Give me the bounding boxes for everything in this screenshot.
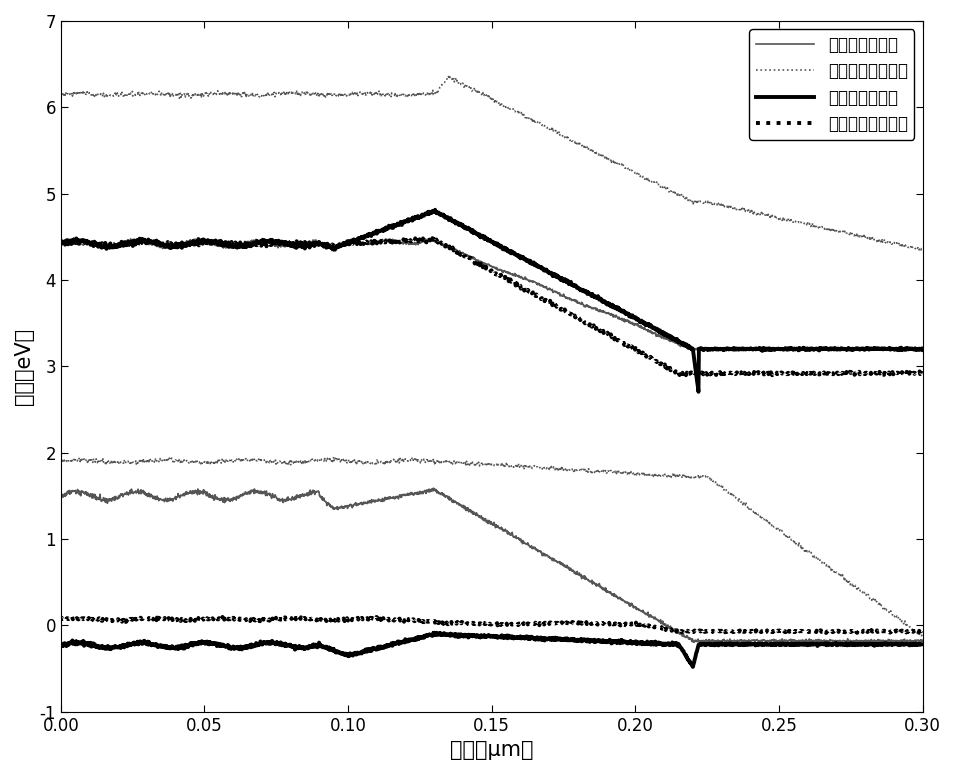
传统结构能带图 — [452, 247, 463, 256]
专利结构费米能级 — [55, 239, 67, 248]
传统结构能带图 — [55, 238, 67, 248]
Line: 专利结构能带图: 专利结构能带图 — [61, 210, 923, 392]
传统结构费米能级 — [443, 72, 455, 81]
专利结构能带图 — [893, 345, 904, 354]
专利结构能带图 — [430, 205, 441, 214]
传统结构费米能级 — [99, 91, 111, 101]
传统结构费米能级 — [55, 90, 67, 99]
Line: 专利结构费米能级: 专利结构费米能级 — [61, 238, 923, 376]
专利结构费米能级 — [734, 368, 746, 378]
专利结构费米能级 — [475, 260, 486, 269]
专利结构能带图 — [734, 344, 746, 354]
专利结构费米能级 — [452, 246, 463, 255]
传统结构费米能级 — [917, 246, 928, 255]
传统结构费米能级 — [892, 240, 903, 249]
传统结构能带图 — [475, 257, 486, 266]
专利结构费米能级 — [99, 240, 111, 249]
专利结构能带图 — [892, 344, 903, 354]
专利结构能带图 — [917, 345, 928, 354]
传统结构费米能级 — [734, 207, 746, 216]
专利结构能带图 — [475, 233, 486, 242]
X-axis label: 位置（μm）: 位置（μm） — [450, 740, 534, 760]
专利结构费米能级 — [893, 368, 904, 378]
Line: 传统结构费米能级: 传统结构费米能级 — [61, 77, 923, 251]
传统结构能带图 — [892, 345, 903, 354]
传统结构能带图 — [881, 346, 892, 355]
传统结构能带图 — [893, 345, 904, 354]
专利结构费米能级 — [917, 368, 928, 378]
传统结构费米能级 — [892, 241, 903, 250]
传统结构能带图 — [68, 233, 79, 242]
专利结构费米能级 — [892, 368, 903, 378]
传统结构费米能级 — [475, 89, 486, 98]
传统结构能带图 — [734, 345, 746, 354]
专利结构费米能级 — [425, 233, 436, 242]
Line: 传统结构能带图: 传统结构能带图 — [61, 238, 923, 351]
专利结构费米能级 — [694, 372, 706, 381]
专利结构能带图 — [55, 239, 67, 248]
专利结构能带图 — [452, 219, 463, 228]
传统结构能带图 — [917, 344, 928, 353]
Y-axis label: 能带（eV）: 能带（eV） — [14, 327, 33, 405]
专利结构能带图 — [99, 242, 111, 252]
传统结构能带图 — [99, 242, 111, 252]
专利结构能带图 — [692, 387, 704, 396]
传统结构费米能级 — [452, 77, 463, 87]
Legend: 传统结构能带图, 传统结构费米能级, 专利结构能带图, 专利结构费米能级: 传统结构能带图, 传统结构费米能级, 专利结构能带图, 专利结构费米能级 — [750, 29, 914, 139]
